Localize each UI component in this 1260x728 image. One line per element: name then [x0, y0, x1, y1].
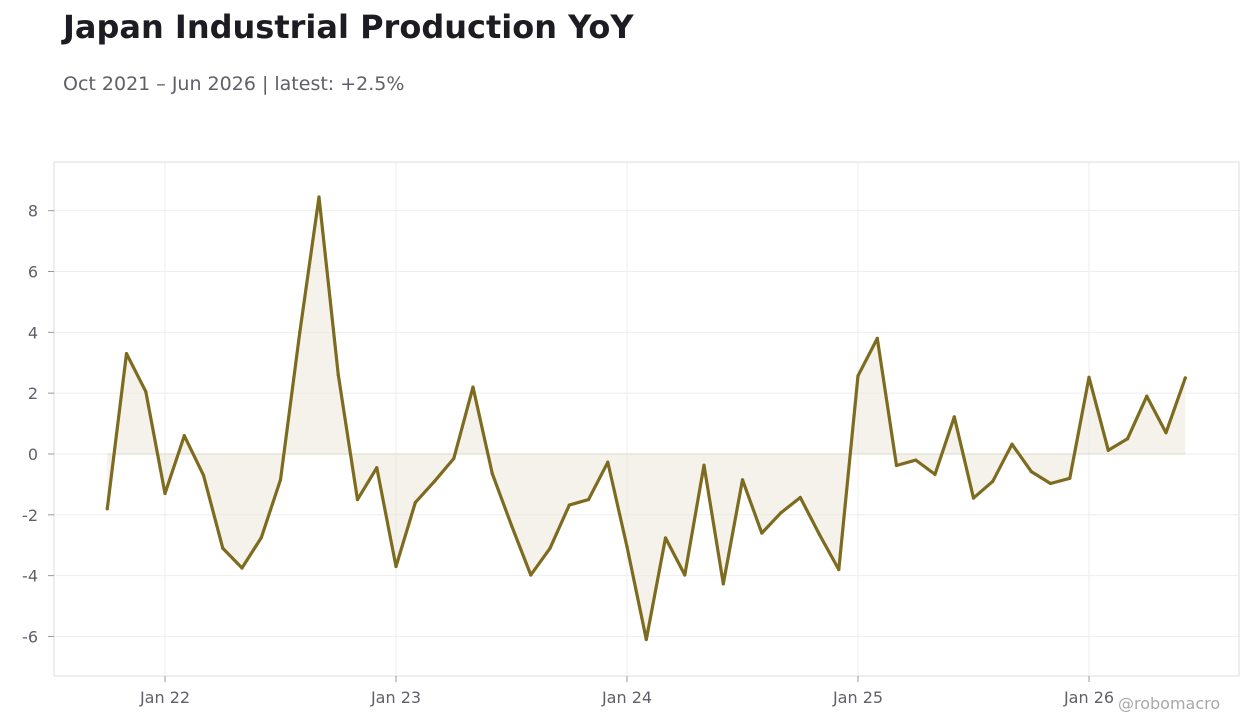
data-point — [105, 507, 109, 511]
data-point — [452, 456, 456, 461]
data-point — [1068, 476, 1072, 480]
data-point — [971, 496, 976, 500]
y-tick-label: 4 — [28, 323, 38, 342]
data-point — [509, 523, 514, 528]
chart-title: Japan Industrial Production YoY — [63, 8, 634, 46]
data-point — [548, 546, 552, 550]
data-points — [105, 195, 1187, 642]
x-tick-label: Jan 26 — [1063, 688, 1114, 707]
data-point — [798, 495, 802, 500]
data-point — [721, 582, 725, 586]
data-point — [567, 503, 571, 507]
data-point — [375, 466, 379, 470]
y-axis: 8 6 4 2 0 -2 -4 -6 — [22, 202, 54, 646]
x-axis: Jan 22 Jan 23 Jan 24 Jan 25 Jan 26 — [139, 676, 1114, 707]
data-point — [663, 536, 668, 540]
data-point — [914, 458, 918, 462]
data-point — [894, 463, 899, 468]
data-point — [1087, 375, 1091, 379]
data-point — [471, 385, 475, 389]
data-point — [1106, 448, 1110, 452]
data-point — [760, 531, 764, 535]
data-point — [278, 478, 283, 482]
data-point — [837, 567, 841, 572]
watermark: @robomacro — [1118, 694, 1221, 713]
data-point — [625, 545, 629, 549]
data-point — [182, 434, 186, 438]
data-point — [1145, 394, 1149, 398]
data-point — [1048, 481, 1053, 486]
chart-subtitle: Oct 2021 – Jun 2026 | latest: +2.5% — [63, 73, 405, 95]
data-point — [1183, 376, 1187, 380]
y-tick-label: 8 — [28, 202, 38, 221]
data-point — [683, 573, 687, 577]
data-point — [991, 479, 995, 483]
data-point — [221, 546, 225, 550]
data-point — [490, 472, 494, 476]
data-point — [432, 479, 437, 483]
data-point — [952, 415, 956, 419]
data-point — [644, 637, 648, 642]
data-point — [124, 352, 129, 356]
data-point — [529, 573, 533, 577]
data-point — [875, 336, 879, 341]
plot-frame — [53, 161, 1240, 677]
data-point — [1164, 431, 1168, 435]
y-tick-label: 2 — [28, 384, 38, 403]
data-point — [317, 195, 321, 199]
data-point — [413, 501, 417, 505]
x-tick-label: Jan 22 — [139, 688, 190, 707]
data-point — [817, 532, 822, 537]
data-point — [1125, 437, 1130, 441]
data-point — [144, 390, 148, 394]
data-point — [336, 373, 340, 377]
area-fill — [107, 197, 1186, 640]
data-point — [201, 473, 206, 477]
data-point — [298, 330, 302, 334]
data-point — [933, 472, 937, 476]
data-point — [606, 460, 610, 464]
x-tick-label: Jan 25 — [832, 688, 883, 707]
y-tick-label: 0 — [28, 445, 38, 464]
data-point — [1029, 470, 1033, 474]
data-point — [355, 497, 360, 502]
data-point — [1010, 442, 1014, 446]
data-point — [779, 511, 783, 515]
y-tick-label: 6 — [28, 262, 38, 281]
data-point — [163, 491, 167, 496]
y-tick-label: -2 — [22, 506, 38, 525]
data-point — [740, 478, 745, 482]
data-point — [856, 374, 860, 378]
y-tick-label: -6 — [22, 627, 38, 646]
data-point — [394, 564, 398, 569]
data-point — [702, 463, 706, 467]
x-tick-label: Jan 23 — [370, 688, 421, 707]
data-point — [586, 497, 591, 502]
x-tick-label: Jan 24 — [601, 688, 652, 707]
data-point — [240, 566, 244, 570]
y-tick-label: -4 — [22, 567, 38, 586]
data-point — [259, 536, 263, 540]
